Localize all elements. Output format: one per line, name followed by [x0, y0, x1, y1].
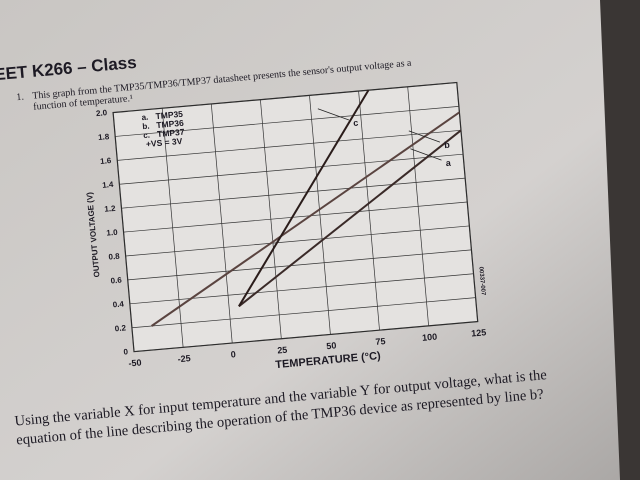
- label-leader: [408, 130, 441, 143]
- y-tick-label: 0.8: [108, 252, 120, 262]
- question-number: 1.: [16, 92, 24, 104]
- grid-line: [260, 99, 282, 339]
- grid-line: [115, 106, 459, 137]
- grid-line: [112, 112, 135, 352]
- legend-key: b.: [142, 122, 150, 132]
- line-label: b: [444, 140, 451, 150]
- series-line: [150, 111, 460, 327]
- x-tick-label: 25: [277, 345, 288, 356]
- line-label: a: [445, 158, 452, 168]
- series-line: [238, 129, 462, 308]
- y-tick-label: 2.0: [96, 108, 108, 118]
- x-tick-label: 75: [375, 336, 386, 347]
- side-note: 00337-007: [477, 267, 486, 297]
- legend-key: c.: [143, 131, 150, 141]
- legend-entry: TMP37: [157, 127, 185, 139]
- x-tick-label: 50: [326, 340, 337, 351]
- y-tick-label: 0.4: [112, 299, 124, 309]
- x-tick-label: 125: [471, 327, 487, 338]
- y-tick-label: 1.2: [104, 204, 116, 214]
- legend-entry: TMP36: [156, 118, 184, 130]
- legend-key: a.: [141, 113, 148, 123]
- grid-line: [113, 82, 457, 113]
- x-tick-label: -25: [177, 353, 191, 364]
- x-tick-label: -50: [128, 357, 142, 368]
- y-tick-label: 1.4: [102, 180, 114, 190]
- y-tick-label: 0.6: [110, 276, 122, 286]
- y-tick-label: 0: [123, 347, 129, 356]
- y-tick-label: 1.6: [100, 156, 112, 166]
- grid-line: [117, 129, 462, 161]
- y-tick-label: 0.2: [114, 323, 126, 333]
- grid-line: [133, 321, 478, 352]
- grid-line: [129, 273, 474, 305]
- grid-line: [309, 95, 331, 335]
- grid-line: [456, 82, 479, 322]
- paper-edge: [600, 0, 640, 480]
- y-tick-label: 1.0: [106, 228, 118, 238]
- series-line: [238, 89, 370, 307]
- grid-line: [407, 86, 429, 326]
- y-tick-label: 1.8: [98, 132, 110, 142]
- grid-line: [119, 153, 464, 185]
- line-label: c: [353, 118, 359, 128]
- label-leader: [410, 148, 442, 161]
- grid-line: [125, 225, 470, 257]
- grid-line: [121, 177, 466, 209]
- grid-line: [127, 249, 472, 281]
- x-tick-label: 100: [422, 332, 438, 343]
- grid-line: [131, 297, 476, 329]
- x-tick-label: 0: [230, 349, 236, 359]
- legend-note: +VS = 3V: [146, 136, 183, 149]
- legend-entry: TMP35: [155, 109, 183, 121]
- label-leader: [317, 108, 350, 121]
- grid-line: [210, 103, 233, 344]
- grid-line: [358, 91, 380, 331]
- grid-line: [123, 201, 468, 233]
